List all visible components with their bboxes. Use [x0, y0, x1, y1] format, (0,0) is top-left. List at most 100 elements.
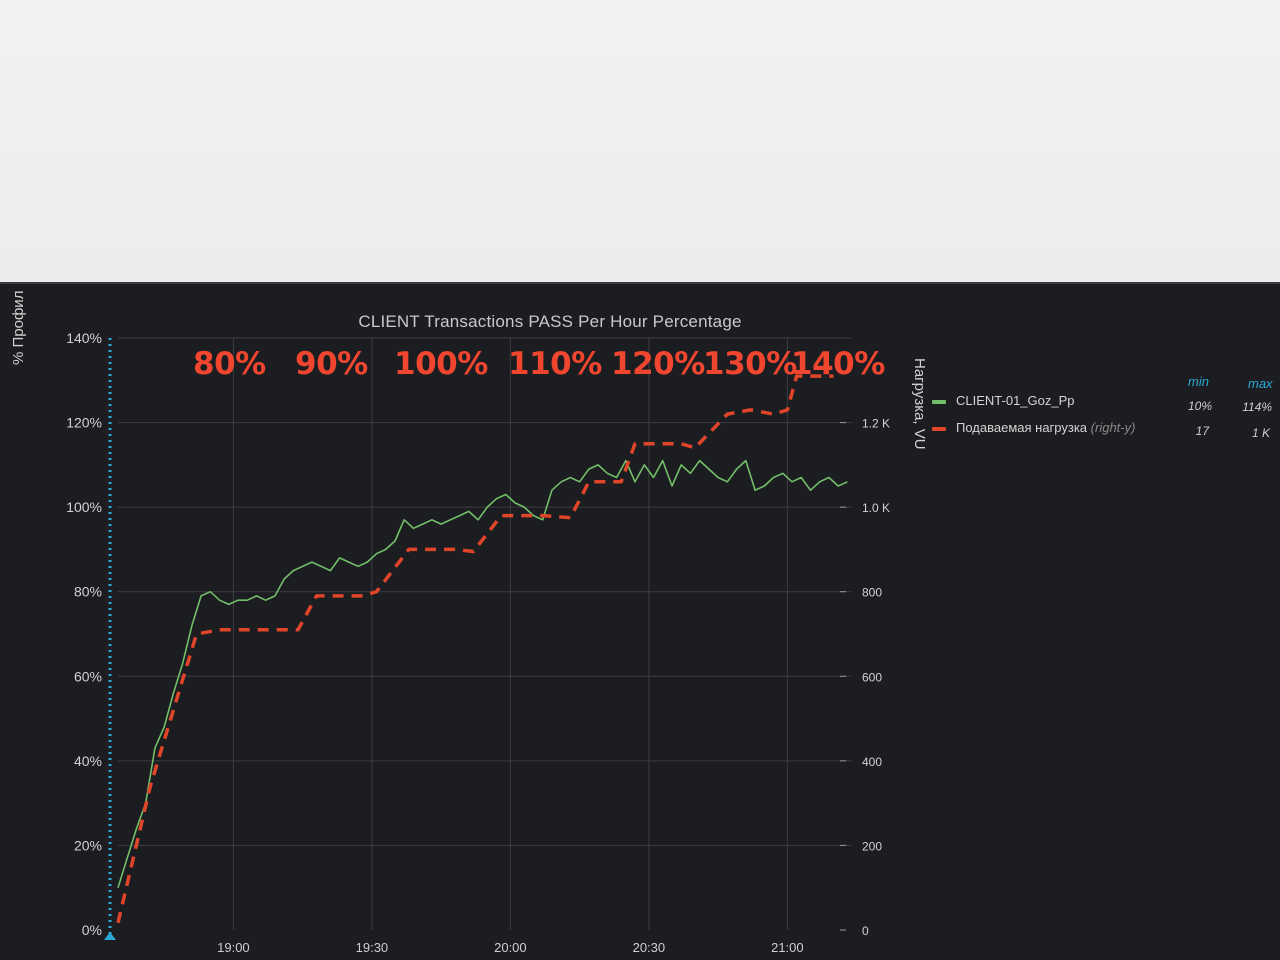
data-point-client	[431, 519, 433, 521]
data-point-client	[283, 578, 285, 580]
data-point-client	[228, 604, 230, 606]
data-point-client	[800, 477, 802, 479]
legend-min-header[interactable]: min	[1188, 374, 1209, 389]
legend-swatch-green	[932, 399, 946, 404]
data-point-client	[385, 549, 387, 551]
data-point-client	[690, 473, 692, 475]
data-point-load	[750, 409, 752, 411]
data-point-client	[117, 887, 119, 889]
x-tick-label: 20:00	[494, 940, 527, 955]
data-point-client	[653, 477, 655, 479]
data-point-client	[219, 599, 221, 601]
data-point-client	[708, 468, 710, 470]
data-point-client	[246, 599, 248, 601]
overlay-label-100: 100%	[394, 346, 488, 382]
legend-item-client[interactable]: CLIENT-01_Goz_Pp	[932, 393, 1075, 408]
data-point-load	[773, 413, 775, 415]
data-point-client	[182, 663, 184, 665]
data-point-client	[274, 595, 276, 597]
right-y-tick-label: 200	[862, 839, 882, 853]
data-point-client	[773, 477, 775, 479]
data-point-client	[256, 595, 258, 597]
data-point-load	[473, 551, 475, 553]
data-point-client	[403, 519, 405, 521]
data-point-load	[196, 633, 198, 635]
left-y-tick-label: 60%	[74, 668, 102, 684]
data-point-client	[496, 498, 498, 500]
data-point-client	[597, 464, 599, 466]
left-y-tick-label: 40%	[74, 753, 102, 769]
data-point-client	[847, 481, 849, 483]
left-y-tick-label: 120%	[66, 415, 102, 431]
x-tick-label: 21:00	[771, 940, 804, 955]
legend-load-max: 1 K	[1251, 426, 1270, 440]
series-line-client	[117, 459, 848, 888]
data-point-load	[694, 447, 696, 449]
legend-item-load[interactable]: Подаваемая нагрузка (right-y)	[932, 420, 1135, 435]
data-point-client	[819, 481, 821, 483]
data-point-load	[570, 517, 572, 519]
data-point-client	[366, 561, 368, 563]
left-y-tick-label: 20%	[74, 837, 102, 853]
left-y-tick-label: 0%	[82, 922, 102, 938]
data-point-client	[570, 477, 572, 479]
data-point-load	[408, 549, 410, 551]
data-point-client	[680, 464, 682, 466]
data-point-client	[662, 460, 664, 462]
data-point-client	[440, 523, 442, 525]
data-point-client	[533, 515, 535, 517]
data-point-client	[311, 561, 313, 563]
data-point-load	[680, 443, 682, 445]
data-point-load	[297, 629, 299, 631]
data-point-client	[376, 553, 378, 555]
series-line-load	[116, 374, 834, 924]
data-point-load	[634, 443, 636, 445]
x-tick-label: 19:00	[217, 940, 250, 955]
data-point-client	[542, 519, 544, 521]
graph-panel	[0, 282, 1280, 960]
overlay-label-130: 130%	[703, 346, 797, 382]
data-point-client	[339, 557, 341, 559]
data-point-load	[150, 785, 152, 787]
x-tick-label: 20:30	[633, 940, 666, 955]
data-point-client	[136, 828, 138, 830]
data-point-load	[316, 595, 318, 597]
data-point-load	[362, 595, 364, 597]
data-point-load	[787, 409, 789, 411]
data-point-client	[487, 506, 489, 508]
data-point-client	[791, 481, 793, 483]
data-point-client	[717, 477, 719, 479]
data-point-client	[616, 477, 618, 479]
data-point-client	[154, 747, 156, 749]
data-point-client	[357, 566, 359, 568]
data-point-client	[210, 591, 212, 593]
data-point-client	[810, 489, 812, 491]
data-point-client	[302, 566, 304, 568]
data-point-client	[126, 857, 128, 859]
left-y-tick-label: 80%	[74, 584, 102, 600]
data-point-client	[828, 477, 830, 479]
data-point-client	[579, 481, 581, 483]
data-point-load	[454, 549, 456, 551]
data-point-client	[330, 570, 332, 572]
data-point-client	[191, 625, 193, 627]
right-y-tick-label: 0	[862, 924, 869, 938]
data-point-client	[459, 515, 461, 517]
legend-item-label: CLIENT-01_Goz_Pp	[956, 393, 1075, 408]
panel-title[interactable]: CLIENT Transactions PASS Per Hour Percen…	[358, 312, 742, 331]
data-point-client	[163, 726, 165, 728]
data-point-client	[413, 527, 415, 529]
data-point-load	[727, 413, 729, 415]
overlay-label-140: 140%	[791, 346, 885, 382]
data-point-load	[542, 515, 544, 517]
data-point-client	[200, 595, 202, 597]
data-point-client	[763, 485, 765, 487]
overlay-label-120: 120%	[611, 346, 705, 382]
legend-max-header[interactable]: max	[1248, 376, 1273, 391]
data-point-client	[671, 485, 673, 487]
data-point-client	[293, 570, 295, 572]
left-y-tick-label: 100%	[66, 499, 102, 515]
data-point-client	[607, 473, 609, 475]
